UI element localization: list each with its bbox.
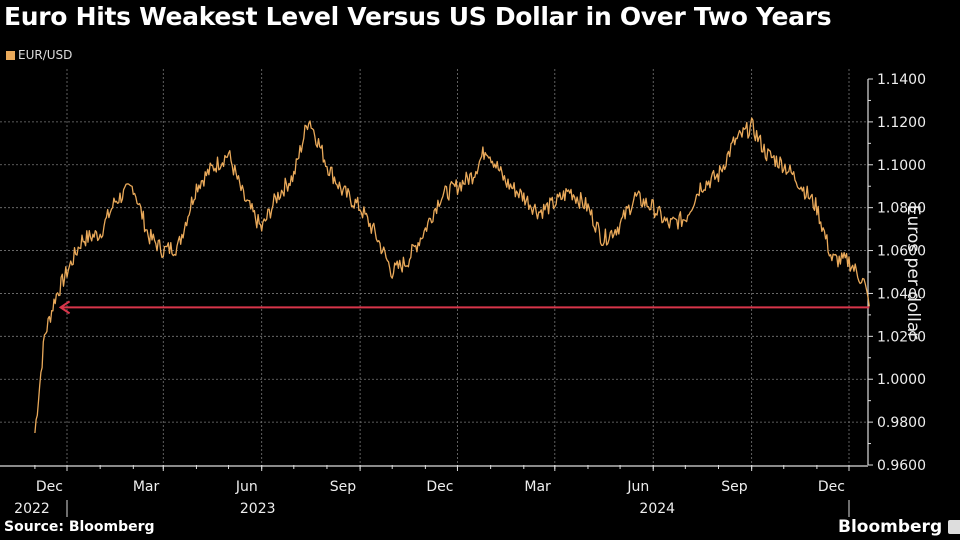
- y-tick-label: 1.0800: [877, 201, 926, 217]
- x-tick-label: Sep: [721, 479, 748, 495]
- x-tick-label: Jun: [235, 479, 258, 495]
- x-tick-label: Jun: [626, 479, 649, 495]
- y-tick-label: 1.0000: [877, 372, 926, 388]
- legend-swatch-eurusd: [6, 50, 15, 60]
- low-level-arrow: [58, 300, 870, 315]
- x-tick-label: Dec: [426, 479, 453, 495]
- x-tick-label: Sep: [330, 479, 357, 495]
- bloomberg-wordmark: Bloomberg: [838, 517, 943, 537]
- y-axis-label: Euros per dollar: [903, 204, 923, 340]
- axes: 1.1400 1.1200 1.1000 1.0800 1.0600 1.0400 1.02…: [0, 72, 926, 517]
- y-tick-label: 1.0600: [877, 244, 926, 260]
- x-tick-label: Mar: [133, 479, 160, 495]
- legend: EUR/USD: [6, 48, 72, 62]
- bloomberg-brand: Bloomberg: [838, 517, 960, 537]
- x-year-label: 2024: [639, 501, 675, 517]
- x-year-label: 2023: [240, 501, 276, 517]
- bloomberg-chart-icon: [948, 520, 960, 534]
- legend-label-eurusd: EUR/USD: [18, 48, 73, 62]
- y-tick-label: 1.1200: [877, 115, 926, 131]
- y-tick-label: 1.1000: [877, 158, 926, 174]
- x-tick-label: Dec: [36, 479, 63, 495]
- chart-title: Euro Hits Weakest Level Versus US Dollar…: [4, 2, 832, 31]
- eurusd-line: [34, 117, 870, 434]
- y-tick-label: 0.9600: [877, 458, 926, 474]
- y-tick-label: 1.0400: [877, 286, 926, 302]
- y-tick-label: 0.9800: [877, 415, 926, 431]
- y-tick-label: 1.1400: [877, 72, 926, 88]
- x-tick-label: Dec: [818, 479, 845, 495]
- source-note: Source: Bloomberg: [4, 519, 155, 535]
- gridlines: [0, 69, 868, 465]
- y-tick-label: 1.0200: [877, 329, 926, 345]
- x-tick-label: Mar: [524, 479, 551, 495]
- x-year-label: 2022: [14, 501, 50, 517]
